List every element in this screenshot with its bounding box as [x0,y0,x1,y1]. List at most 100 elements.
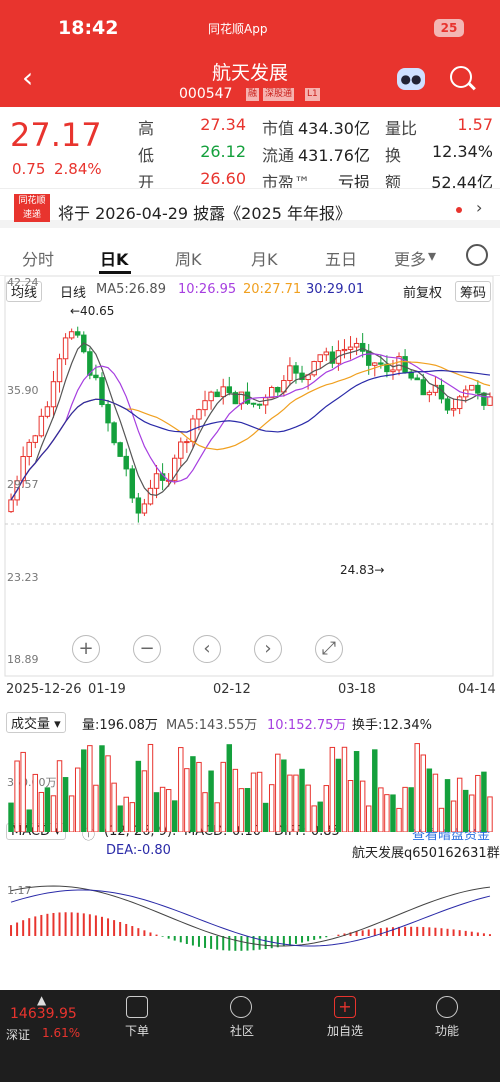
index-value[interactable]: 14639.95 [10,1006,77,1022]
search-icon[interactable] [450,66,472,88]
app-header: 18:42 同花顺App 25 ‹ 航天发展 000547 融 深股通 L1 ●… [0,0,500,107]
functions-button[interactable]: 功能 [435,1024,460,1038]
volume-bar [56,760,63,832]
tab-five-day[interactable]: 五日 [325,250,358,269]
volume-bar [214,802,220,832]
functions-icon[interactable] [436,996,458,1018]
volume-bar [153,792,160,832]
candle-body [171,457,178,481]
price-change-pct: 2.84% [54,160,102,178]
candle-body [214,391,220,398]
zoom-in-button[interactable]: + [72,635,100,663]
back-icon[interactable]: ‹ [22,61,34,94]
chip-button[interactable]: 筹码 [455,281,492,302]
candle-body [26,441,32,458]
candle-body [68,331,75,339]
volume-indicator-select[interactable]: 成交量 ▾ [6,712,66,733]
candle-body [487,396,493,406]
volume-bar [487,796,493,832]
scroll-right-button[interactable]: › [254,635,282,663]
y-label-2: 35.90 [7,384,39,397]
community-button[interactable]: 社区 [230,1024,255,1038]
volume-bar [141,770,148,832]
dea-line [10,889,491,947]
zoom-out-button[interactable]: − [133,635,161,663]
tab-weekly[interactable]: 周K [175,250,202,269]
volume-bar [99,745,105,832]
candle-body [87,351,93,376]
volume-bar [341,746,348,832]
candle-body [323,351,330,356]
ma10-label: 10:26.95 [178,282,237,297]
battery-indicator: 25 [434,19,464,37]
volume-bar [275,753,281,832]
candle-body [432,384,439,393]
order-button[interactable]: 下单 [125,1024,150,1038]
volume-bar [396,807,402,832]
quote-value: 26.12 [200,142,246,161]
volume-value: 量:196.08万 [82,718,158,733]
volume-bar [256,771,263,832]
volume-bar [8,802,14,832]
candle-body [184,441,190,444]
candle-body [256,403,263,406]
quote-value: 27.34 [200,115,246,134]
fullscreen-button[interactable]: ⤢ [315,635,343,663]
tab-intraday[interactable]: 分时 [22,250,55,269]
candle-body [105,404,111,424]
candle-body [20,456,26,482]
volume-bar [232,768,239,832]
candle-body [341,348,348,352]
candle-body [347,346,354,350]
news-text[interactable]: 将于 2026-04-29 披露《2025 年年报》 [58,204,351,223]
index-name: 深证 [6,1028,31,1042]
tab-more[interactable]: 更多 [394,250,427,269]
candle-body [196,409,202,420]
candle-body [450,408,457,411]
quote-label: 高 [138,119,155,138]
macd-level: 1.17 [7,884,32,897]
kline-period-label: 日线 [60,286,87,301]
ma30-label: 30:29.01 [306,282,365,297]
add-watchlist-icon[interactable]: + [334,996,356,1018]
order-icon[interactable] [126,996,148,1018]
y-label-3: 29.57 [7,478,39,491]
quote-label: 量比 [385,119,418,138]
date-label-4: 03-18 [338,682,376,697]
candle-body [420,379,427,396]
volume-bar [414,743,420,832]
community-icon[interactable] [230,996,252,1018]
dropdown-icon[interactable]: ▾ [428,246,437,265]
ma-toggle-button[interactable]: 均线 [6,281,43,302]
add-watchlist-button[interactable]: 加自选 [327,1024,364,1038]
volume-bar [378,787,384,832]
ma20-label: 20:27.71 [243,282,302,297]
candle-body [74,331,81,336]
assistant-robot-icon[interactable]: ●● [397,68,425,90]
candle-body [372,362,378,366]
volume-ma5: MA5:143.55万 [166,718,258,733]
y-label-min: 18.89 [7,653,39,666]
quote-label: 市值 [262,119,295,138]
kline-chart[interactable] [0,276,500,696]
candle-body [202,400,208,411]
volume-bar [372,749,378,832]
quote-value: 12.34% [431,142,493,161]
chevron-right-icon[interactable]: › [476,198,483,217]
ma5-label: MA5:26.89 [96,282,166,297]
tab-daily[interactable]: 日K [100,250,129,269]
settings-icon[interactable] [466,244,488,266]
quote-value: 26.60 [200,169,246,188]
tab-monthly[interactable]: 月K [251,250,278,269]
volume-bar [135,760,142,832]
scroll-left-button[interactable]: ‹ [193,635,221,663]
candle-body [329,351,336,364]
volume-bar [26,809,32,832]
adjust-mode[interactable]: 前复权 [403,286,443,301]
candle-body [287,365,293,382]
candle-body [208,391,214,402]
news-bar[interactable] [0,188,500,228]
status-app-name: 同花顺App [208,22,268,36]
date-label-5: 04-14 [458,682,496,697]
ma30-line [10,369,491,501]
